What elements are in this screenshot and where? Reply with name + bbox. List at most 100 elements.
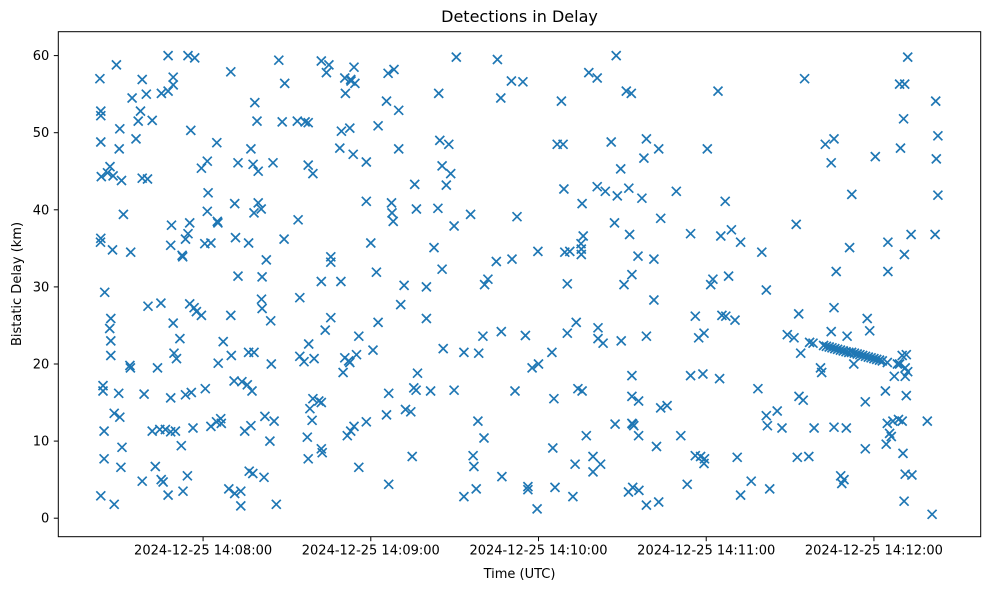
scatter-marker	[97, 385, 109, 397]
scatter-marker	[592, 322, 604, 333]
scatter-marker	[587, 451, 599, 462]
scatter-marker	[114, 123, 125, 134]
scatter-marker	[353, 331, 364, 342]
scatter-marker	[138, 388, 150, 400]
scatter-marker	[626, 391, 638, 402]
scatter-marker	[135, 105, 146, 117]
scatter-marker	[205, 237, 217, 249]
scatter-marker	[901, 349, 912, 360]
scatter-marker	[95, 110, 106, 121]
scatter-marker	[436, 160, 448, 172]
scatter-marker	[836, 478, 847, 489]
scatter-marker	[831, 266, 842, 277]
scatter-marker	[229, 198, 240, 209]
scatter-marker	[114, 143, 125, 155]
scatter-marker	[348, 149, 359, 160]
scatter-marker	[150, 461, 161, 472]
scatter-marker	[351, 349, 362, 360]
scatter-marker	[782, 329, 793, 340]
scatter-marker	[165, 392, 176, 404]
scatter-marker	[242, 379, 253, 390]
scatter-marker	[235, 500, 246, 512]
y-tick-label: 50	[33, 126, 50, 141]
scatter-marker	[533, 358, 544, 370]
scatter-marker	[292, 214, 304, 225]
scatter-marker	[155, 297, 167, 309]
scatter-marker	[723, 270, 734, 282]
scatter-marker	[874, 354, 885, 366]
scatter-marker	[316, 55, 327, 67]
scatter-marker	[225, 310, 236, 321]
scatter-marker	[177, 486, 189, 497]
scatter-marker	[381, 409, 392, 421]
scatter-marker	[147, 115, 158, 126]
scatter-marker	[152, 362, 163, 374]
scatter-marker	[707, 274, 719, 285]
scatter-marker	[826, 326, 837, 337]
scatter-marker	[271, 499, 282, 510]
scatter-marker	[648, 294, 660, 306]
scatter-marker	[98, 453, 110, 464]
scatter-marker	[557, 139, 569, 150]
scatter-marker	[522, 481, 534, 492]
scatter-marker	[304, 403, 316, 414]
scatter-marker	[653, 496, 664, 508]
scatter-marker	[906, 469, 918, 481]
scatter-marker	[616, 335, 627, 347]
scatter-marker	[142, 301, 154, 312]
y-tick-label: 40	[33, 203, 50, 218]
scatter-marker	[448, 220, 460, 232]
scatter-marker	[705, 279, 716, 290]
scatter-marker	[303, 159, 314, 171]
scatter-marker	[405, 406, 416, 417]
scatter-marker	[465, 209, 476, 220]
scatter-marker	[509, 385, 521, 397]
scatter-marker	[428, 242, 440, 253]
scatter-marker	[229, 488, 240, 499]
scatter-marker	[532, 246, 544, 257]
scatter-marker	[929, 229, 941, 240]
scatter-marker	[697, 368, 709, 380]
scatter-marker	[226, 350, 237, 361]
scatter-marker	[156, 88, 167, 99]
plot-area	[57, 31, 982, 538]
scatter-marker	[308, 353, 320, 364]
y-tick-label: 0	[41, 512, 49, 527]
scatter-marker	[335, 276, 347, 287]
scatter-marker	[880, 385, 891, 397]
scatter-marker	[720, 311, 731, 322]
scatter-marker	[764, 483, 775, 495]
scatter-marker	[433, 88, 444, 99]
scatter-marker	[264, 435, 276, 447]
scatter-marker	[882, 266, 894, 277]
scatter-marker	[407, 451, 418, 462]
scatter-marker	[116, 442, 128, 453]
scatter-marker	[267, 157, 279, 168]
scatter-series	[94, 50, 944, 520]
scatter-marker	[576, 385, 588, 397]
scatter-marker	[626, 269, 638, 280]
scatter-marker	[592, 72, 603, 84]
scatter-marker	[109, 408, 120, 419]
scatter-marker	[899, 78, 910, 90]
scatter-marker	[317, 447, 328, 458]
scatter-marker	[549, 482, 561, 493]
scatter-marker	[609, 217, 620, 229]
scatter-marker	[556, 95, 567, 107]
scatter-marker	[685, 370, 696, 381]
scatter-marker	[517, 76, 529, 87]
scatter-marker	[881, 439, 892, 450]
scatter-marker	[648, 253, 660, 265]
scatter-marker	[367, 344, 379, 356]
scatter-marker	[251, 115, 263, 127]
scatter-marker	[213, 358, 224, 369]
scatter-marker	[425, 385, 436, 397]
scatter-marker	[626, 88, 637, 99]
scatter-marker	[160, 424, 171, 435]
scatter-marker	[218, 336, 229, 347]
scatter-marker	[299, 116, 311, 128]
scatter-marker	[886, 431, 897, 442]
scatter-marker	[248, 207, 260, 219]
scatter-marker	[612, 190, 623, 202]
scatter-marker	[166, 220, 177, 231]
